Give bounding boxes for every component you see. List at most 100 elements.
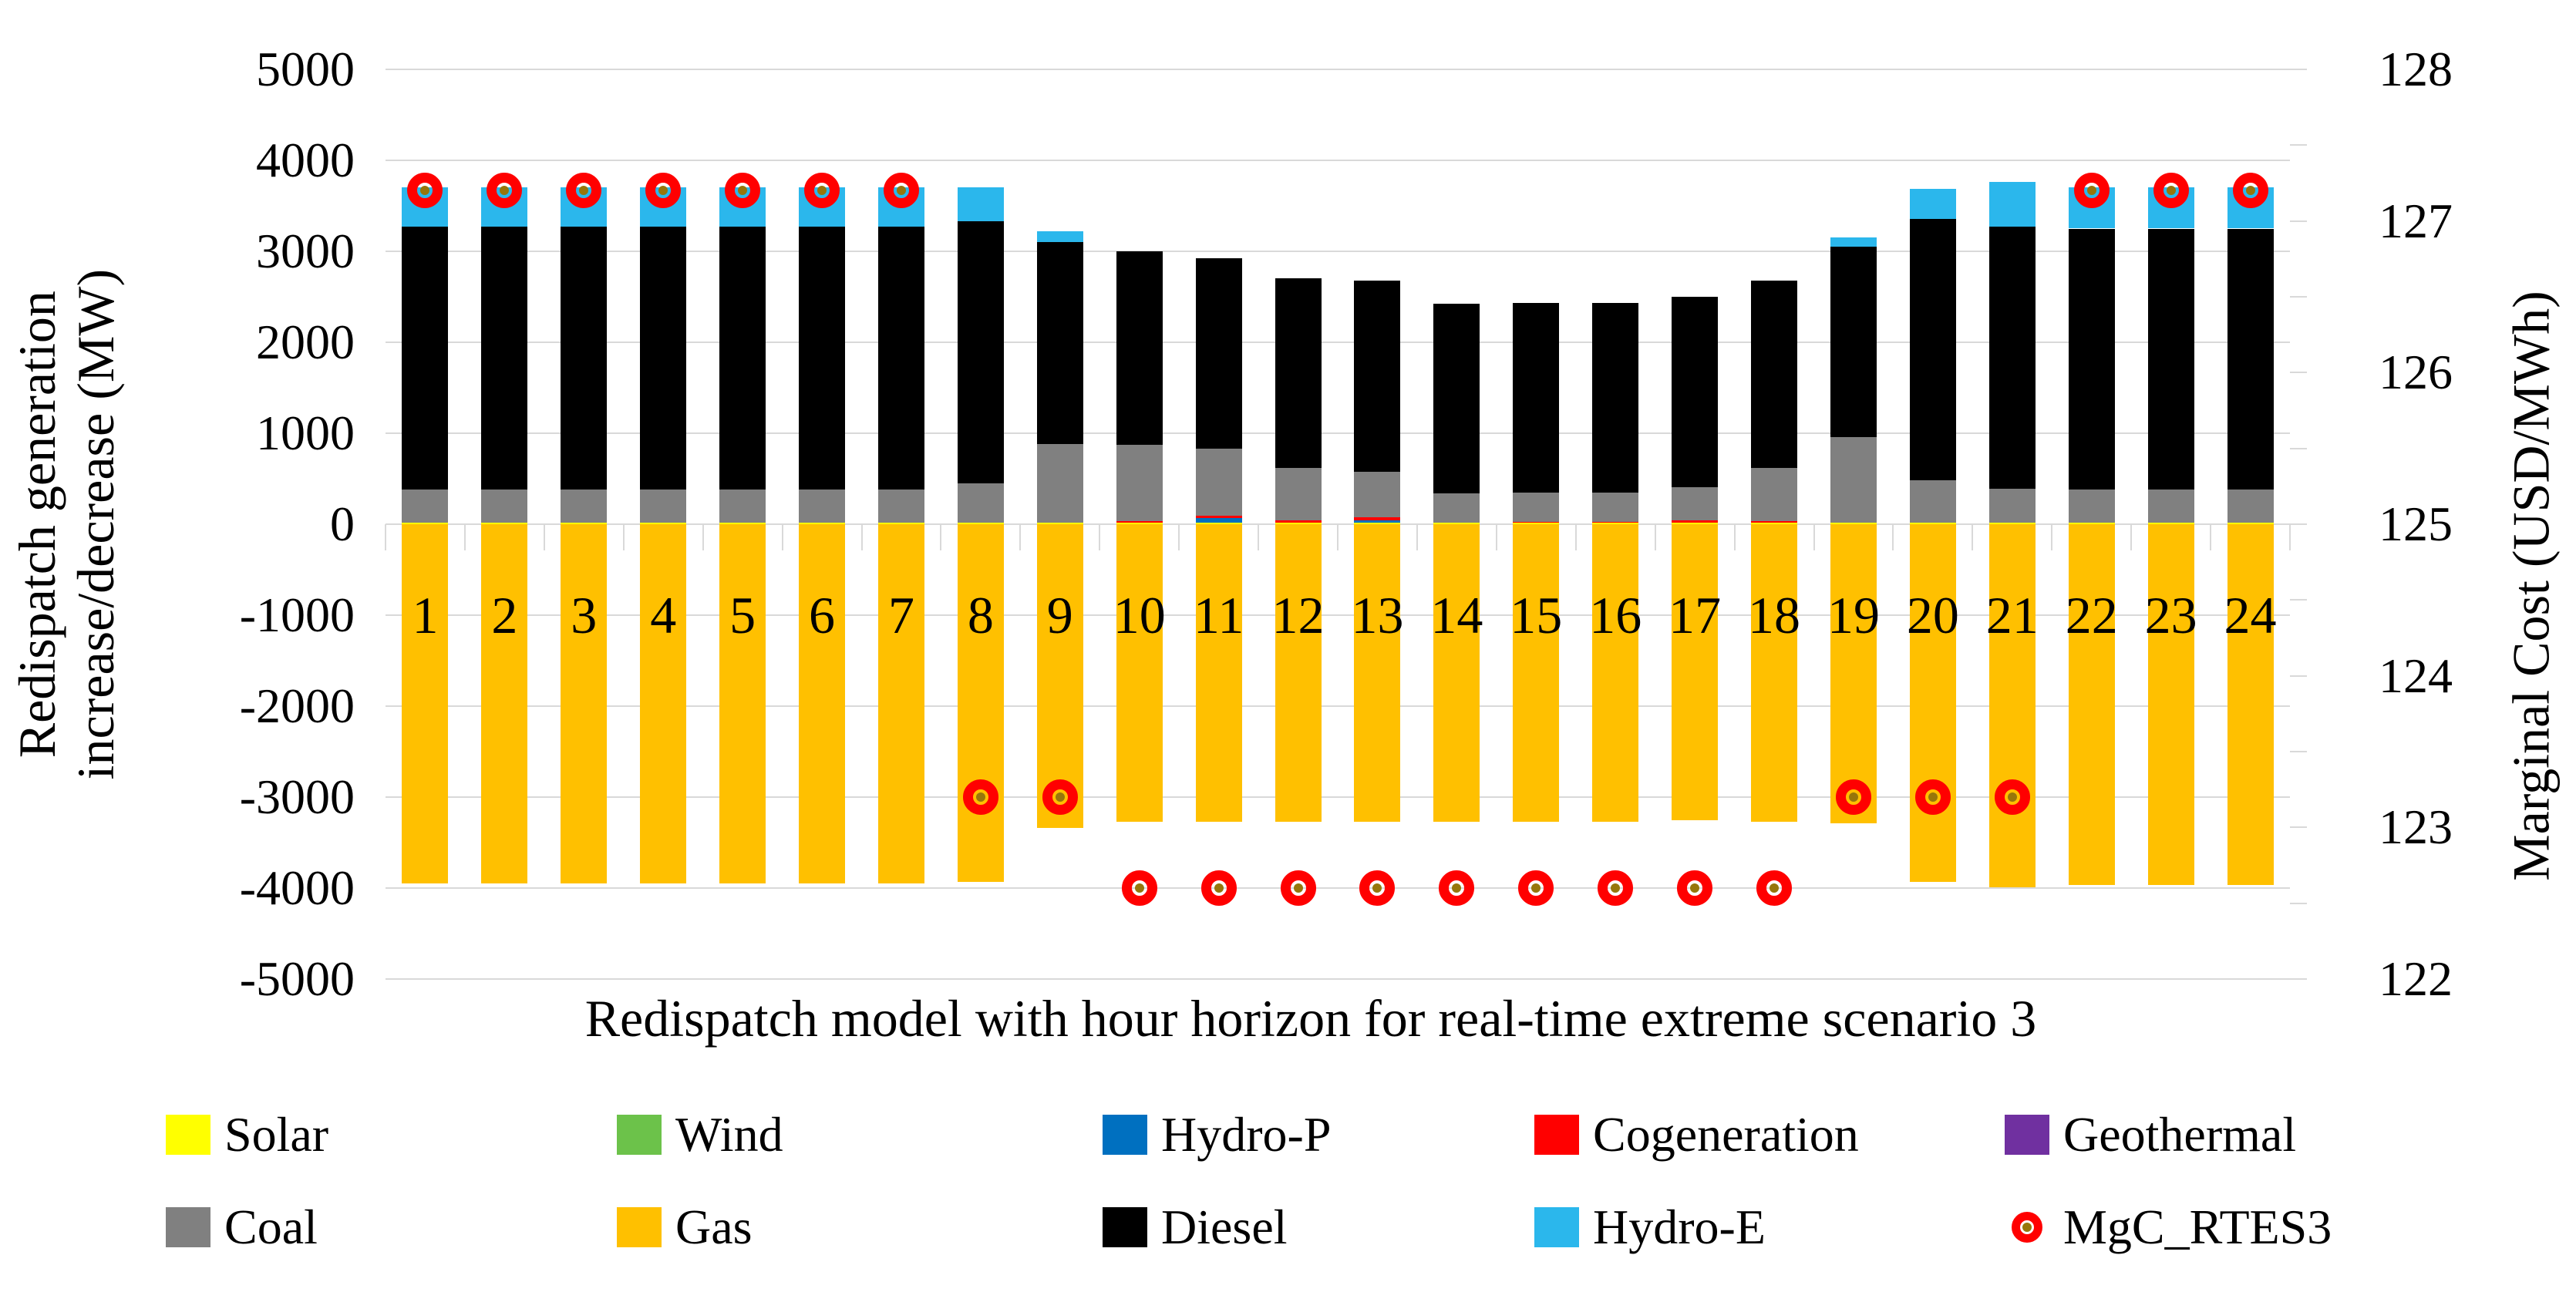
- mgc-rtes3-marker: [1518, 870, 1554, 906]
- mgc-rtes3-marker: [1280, 870, 1316, 906]
- bar-segment-coal: [1513, 492, 1560, 522]
- bar-segment-solar: [2227, 522, 2274, 524]
- bar-segment-coal: [1433, 493, 1480, 523]
- mgc-marker-center-dot: [2022, 1223, 2032, 1232]
- bar-segment-gas: [1672, 524, 1719, 820]
- bar-segment-coal: [1275, 468, 1322, 520]
- x-category-label: 8: [967, 586, 994, 644]
- mgc-marker-center-dot: [500, 186, 510, 196]
- right-axis-tick-mark: [2290, 902, 2307, 904]
- bar-segment-solar: [1036, 522, 1083, 524]
- h-gridline: [386, 614, 2290, 616]
- mgc-rtes3-marker: [804, 173, 840, 209]
- bar-segment-diesel: [561, 227, 608, 490]
- mgc-rtes3-marker: [2232, 173, 2268, 209]
- bar-segment-diesel: [1592, 302, 1639, 493]
- right-axis-tick-mark: [2290, 826, 2307, 829]
- mgc-rtes3-marker: [1835, 779, 1871, 815]
- hydro-p-swatch: [1103, 1115, 1147, 1155]
- mgc-rtes3-marker: [1914, 779, 1951, 815]
- wind-swatch: [617, 1115, 662, 1155]
- mgc-marker-center-dot: [738, 186, 748, 196]
- mgc-marker-center-dot: [2245, 186, 2255, 196]
- x-category-label: 9: [1046, 586, 1073, 644]
- bar-segment-solar: [1195, 522, 1242, 524]
- bar-segment-gas: [640, 524, 687, 884]
- bar-segment-diesel: [1275, 278, 1322, 469]
- mgc-rtes3-marker: [1200, 870, 1237, 906]
- x-category-label: 5: [729, 586, 756, 644]
- x-category-label: 19: [1827, 586, 1880, 644]
- mgc-rtes3-marker: [725, 173, 761, 209]
- bar-segment-hydro-e: [1830, 237, 1877, 247]
- x-category-label: 7: [887, 586, 914, 644]
- bar-segment-gas: [1275, 524, 1322, 822]
- bar-segment-cogeneration: [1275, 520, 1322, 523]
- bar-segment-solar: [402, 522, 449, 524]
- category-tick-mark: [1733, 524, 1736, 550]
- mgc-marker-center-dot: [1372, 883, 1382, 893]
- gas-swatch: [617, 1207, 662, 1247]
- bar-segment-diesel: [1513, 302, 1560, 493]
- x-category-label: 13: [1351, 586, 1404, 644]
- legend-item-mgc-rtes3: MgC_RTES3: [2005, 1203, 2332, 1252]
- category-tick-mark: [1337, 524, 1339, 550]
- x-category-label: 6: [809, 586, 836, 644]
- mgc-marker-center-dot: [2007, 792, 2017, 802]
- category-tick-mark: [781, 524, 783, 550]
- mgc-marker-center-dot: [1611, 883, 1621, 893]
- bar-segment-solar: [1909, 522, 1956, 524]
- mgc-marker-center-dot: [1214, 883, 1224, 893]
- legend-label: Cogeneration: [1593, 1107, 1859, 1162]
- bar-segment-gas: [799, 524, 846, 884]
- category-tick-mark: [1813, 524, 1815, 550]
- category-tick-mark: [385, 524, 386, 550]
- bar-segment-cogeneration: [1672, 520, 1719, 523]
- right-axis-tick-mark: [2290, 69, 2307, 70]
- x-category-label: 24: [2224, 586, 2277, 644]
- bar-segment-hydro-p: [1195, 518, 1242, 523]
- category-tick-mark: [543, 524, 545, 550]
- bar-segment-gas: [2227, 524, 2274, 886]
- bar-segment-diesel: [957, 221, 1004, 483]
- category-tick-mark: [1495, 524, 1497, 550]
- bar-segment-gas: [1513, 524, 1560, 822]
- bar-segment-diesel: [1036, 241, 1083, 445]
- legend-label: Geothermal: [2063, 1107, 2297, 1162]
- mgc-marker-center-dot: [1293, 883, 1303, 893]
- mgc-marker-center-dot: [975, 792, 985, 802]
- right-axis-tick-label: 126: [2379, 345, 2453, 400]
- bar-segment-hydro-p: [1354, 520, 1401, 523]
- bar-segment-diesel: [402, 227, 449, 490]
- bar-segment-coal: [799, 490, 846, 523]
- cogeneration-swatch: [1534, 1115, 1579, 1155]
- bar-segment-coal: [481, 490, 528, 523]
- bar-segment-coal: [877, 490, 924, 523]
- mgc-marker-center-dot: [1452, 883, 1462, 893]
- bar-segment-diesel: [1354, 281, 1401, 472]
- h-gridline: [386, 705, 2290, 707]
- bar-segment-diesel: [719, 227, 766, 490]
- bar-segment-solar: [877, 522, 924, 524]
- category-tick-mark: [463, 524, 466, 550]
- bar-segment-diesel: [1116, 251, 1163, 446]
- bar-segment-diesel: [1195, 258, 1242, 449]
- left-axis-tick-label: -3000: [239, 769, 355, 824]
- left-axis-title-line1: Redispatch generation: [7, 290, 66, 759]
- h-gridline: [386, 342, 2290, 343]
- mgc-marker-center-dot: [2086, 186, 2096, 196]
- right-axis-tick-label: 128: [2379, 42, 2453, 96]
- bar-segment-diesel: [1830, 247, 1877, 437]
- legend-item-diesel: Diesel: [1103, 1203, 1288, 1252]
- h-gridline: [386, 251, 2290, 252]
- category-tick-mark: [1178, 524, 1180, 550]
- mgc-rtes3-marker: [2073, 173, 2110, 209]
- bar-segment-coal: [1988, 488, 2036, 523]
- bar-segment-hydro-e: [1909, 188, 1956, 219]
- mgc-rtes3-marker: [883, 173, 919, 209]
- x-category-label: 4: [650, 586, 677, 644]
- h-gridline: [386, 796, 2290, 798]
- h-gridline: [386, 978, 2290, 980]
- legend-item-wind: Wind: [617, 1110, 783, 1159]
- bar-segment-gas: [1433, 524, 1480, 822]
